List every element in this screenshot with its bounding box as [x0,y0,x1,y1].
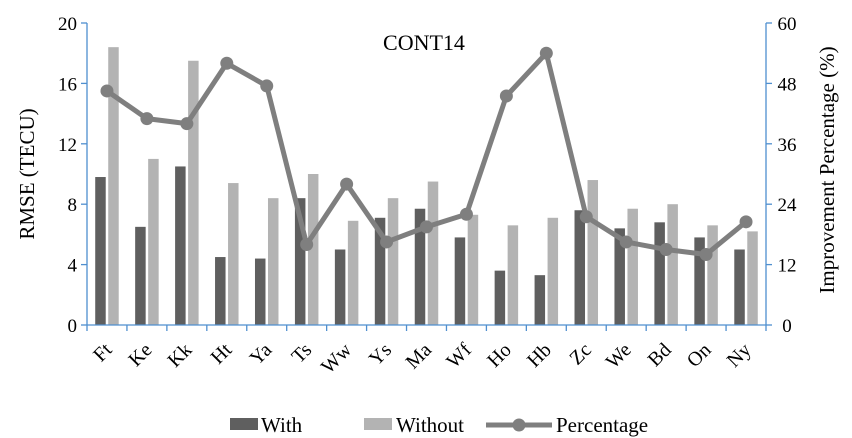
x-tick-label: Hb [523,339,556,372]
y-tick-label: 20 [58,14,77,35]
bar-with-kk [175,166,186,325]
x-tick-label: On [683,339,716,372]
y2-tick-label: 12 [778,256,797,277]
bar-with-hb [534,275,546,325]
bar-without-on [707,225,718,325]
y-tick-label: 0 [68,316,78,337]
bar-without-ys [387,198,399,325]
percentage-point-ho [499,89,513,103]
percentage-point-ya [260,79,274,93]
percentage-point-wf [459,207,473,221]
bar-with-wf [454,237,466,325]
bar-without-we [627,208,638,325]
y-axis-title: RMSE (TECU) [15,108,39,239]
y2-tick-label: 60 [778,14,797,35]
y2-tick-label: 0 [782,316,792,337]
legend-label-without: Without [396,413,464,437]
percentage-point-kk [180,117,194,131]
y2-tick-label: 48 [778,74,797,95]
bar-without-ke [148,158,159,325]
legend-swatch-percentage-marker [512,418,526,432]
percentage-point-ke [140,112,154,126]
legend-label-percentage: Percentage [556,413,648,437]
ticks-layer [81,22,772,331]
bar-without-ho [507,225,519,325]
y-tick-label: 4 [68,256,78,277]
percentage-point-bd [659,243,673,256]
legend-label-with: With [261,413,303,437]
chart-title: CONT14 [383,30,465,55]
percentage-point-zc [579,210,593,224]
x-tick-label: Ma [402,339,436,373]
x-tick-label: Ho [483,339,516,372]
x-tick-label: Ft [89,339,117,367]
legend-swatch-with [230,418,258,430]
percentage-line-layer [100,46,753,262]
bar-with-on [694,237,705,325]
y2-tick-label: 24 [778,195,798,216]
y-tick-label: 16 [58,74,77,95]
bar-with-ma [414,208,426,325]
legend: With Without Percentage [230,413,648,437]
y-tick-label: 12 [58,135,77,156]
x-tick-label: Ht [207,339,237,369]
x-tick-label: Wf [442,339,476,373]
bar-with-ny [734,249,745,325]
percentage-point-ft [100,84,114,98]
bar-with-bd [654,222,665,325]
x-tick-label: Ys [365,339,396,370]
percentage-point-ny [739,215,753,229]
bar-without-ya [267,198,279,325]
bar-with-zc [574,210,586,325]
percentage-point-ma [420,220,433,234]
percentage-point-ts [300,237,314,251]
y2-axis-title: Improvement Percentage (%) [815,46,839,293]
percentage-point-ww [340,177,354,191]
x-tick-label: Bd [644,339,676,371]
bar-without-ht [228,183,239,325]
bar-without-wf [467,214,479,325]
bar-without-ww [347,220,359,325]
bar-without-ny [747,231,758,325]
bar-with-ys [374,217,386,325]
bar-with-ft [95,177,106,325]
bar-without-bd [667,204,678,325]
bar-with-ww [334,249,346,325]
x-tick-label: Ts [287,339,316,368]
bar-without-kk [188,60,199,325]
bar-without-hb [547,217,559,325]
bars-layer [95,47,758,325]
x-tick-label: Ny [723,339,756,372]
x-tick-label: Ww [317,339,357,379]
bar-without-ft [108,47,119,325]
y-tick-label: 8 [68,195,78,216]
bar-without-ma [427,181,439,325]
x-tick-label: We [602,339,636,373]
x-tick-label: Zc [565,339,596,370]
percentage-point-ys [380,235,394,249]
percentage-point-we [619,235,633,249]
bar-with-we [614,228,625,325]
x-tick-label: Ya [246,339,277,370]
bar-without-zc [587,180,599,325]
bar-with-ke [135,226,146,325]
bar-with-ho [494,270,506,325]
percentage-point-on [699,248,713,262]
bar-with-ya [254,258,266,325]
bar-without-ts [307,174,319,325]
bar-with-ht [215,257,226,325]
y2-tick-label: 36 [778,135,797,156]
x-tick-label: Kk [164,339,197,372]
legend-swatch-without [364,418,392,430]
x-tick-label: Ke [124,339,156,371]
percentage-point-ht [220,56,234,70]
percentage-point-hb [539,46,553,60]
bar-with-ts [294,198,306,325]
